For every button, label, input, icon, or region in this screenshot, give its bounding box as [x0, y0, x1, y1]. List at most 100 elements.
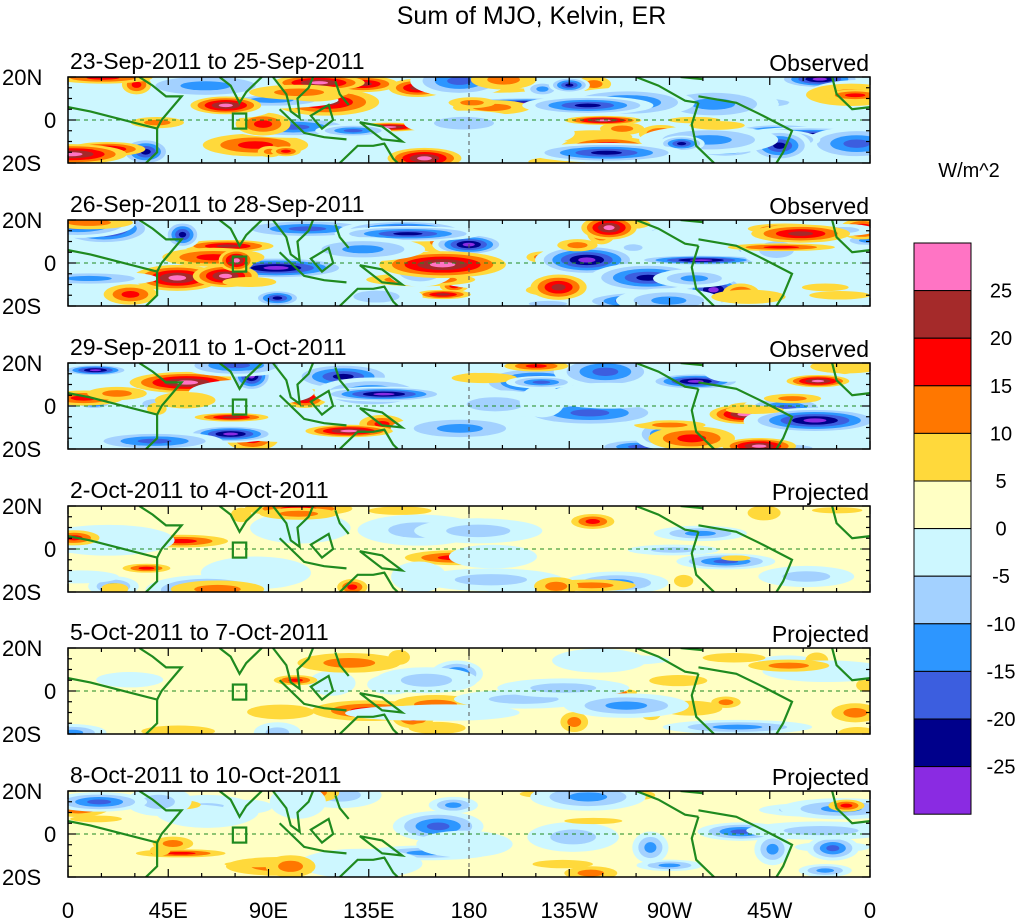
- coastline: [272, 791, 315, 835]
- panel-kind-label: Observed: [769, 193, 869, 219]
- anomaly-contour: [162, 840, 184, 847]
- coastline: [334, 223, 350, 249]
- coastline: [690, 531, 715, 592]
- anomaly-contour: [843, 708, 868, 718]
- anomaly-contour: [708, 287, 719, 293]
- coastline: [339, 285, 399, 306]
- anomaly-contour: [466, 397, 524, 412]
- reference-box: [231, 398, 248, 416]
- anomaly-contour: [102, 390, 132, 397]
- anomaly-contour: [416, 830, 513, 858]
- coastline: [278, 679, 347, 712]
- anomaly-contour: [426, 822, 450, 831]
- lat-tick-label: 20N: [2, 779, 42, 804]
- colorbar-tick-label: -20: [987, 709, 1016, 731]
- anomaly-contour: [265, 727, 290, 734]
- anomaly-contour: [149, 845, 171, 856]
- lat-tick-label: 20S: [2, 151, 41, 176]
- anomaly-contour: [263, 266, 289, 270]
- coastline: [359, 121, 407, 144]
- coastline: [690, 102, 715, 163]
- coastline: [698, 666, 794, 734]
- colorbar-swatch: [913, 432, 972, 482]
- chart-title: Sum of MJO, Kelvin, ER: [396, 2, 667, 30]
- colorbar-tick-label: -10: [987, 614, 1016, 636]
- anomaly-contour: [569, 582, 614, 589]
- anomaly-contour: [528, 300, 568, 306]
- panel-kind-label: Observed: [769, 336, 869, 362]
- anomaly-contour: [101, 583, 129, 592]
- anomaly-contour: [436, 424, 483, 433]
- anomaly-contour: [676, 142, 687, 146]
- coastline: [831, 506, 870, 540]
- anomaly-contour: [232, 258, 240, 263]
- anomaly-contour: [565, 83, 574, 87]
- anomaly-contour: [773, 142, 786, 149]
- coastline: [339, 856, 399, 877]
- anomaly-contour: [68, 275, 112, 282]
- anomaly-contour: [87, 799, 112, 805]
- anomaly-contour: [585, 518, 600, 524]
- lat-tick-label: 0: [44, 822, 56, 847]
- anomaly-contour: [417, 156, 432, 161]
- anomaly-contour: [721, 555, 751, 561]
- lon-tick-label: 135W: [541, 898, 599, 923]
- colorbar-swatch: [913, 242, 972, 292]
- anomaly-contour: [216, 244, 240, 248]
- anomaly-contour: [343, 129, 363, 133]
- anomaly-contour: [856, 678, 870, 692]
- coastline: [698, 524, 794, 592]
- anomaly-contour: [342, 245, 384, 254]
- coastline: [68, 106, 159, 163]
- anomaly-contour: [68, 152, 83, 157]
- lat-tick-label: 20S: [2, 294, 41, 319]
- anomaly-contour: [434, 116, 494, 130]
- panel-date-range: 26-Sep-2011 to 28-Sep-2011: [70, 191, 365, 217]
- anomaly-contour: [840, 803, 853, 808]
- coastline: [698, 809, 794, 877]
- lat-tick-label: 0: [44, 679, 56, 704]
- anomaly-contour: [718, 699, 734, 706]
- anomaly-contour: [783, 825, 859, 836]
- colorbar-tick-label: 20: [990, 328, 1012, 350]
- coastline: [334, 80, 350, 106]
- anomaly-contour: [651, 422, 688, 428]
- anomaly-contour: [89, 369, 102, 372]
- anomaly-contour: [811, 507, 863, 514]
- lon-tick-label: 180: [451, 898, 488, 923]
- lat-tick-label: 20N: [2, 494, 42, 519]
- colorbar-tick-label: 10: [990, 423, 1012, 445]
- coastline: [138, 77, 184, 130]
- reference-box: [231, 112, 248, 130]
- anomaly-contour: [222, 416, 241, 419]
- anomaly-contour: [222, 276, 277, 287]
- coastline: [831, 648, 870, 682]
- coastline: [138, 363, 184, 416]
- anomaly-contour: [180, 81, 231, 91]
- anomaly-contour: [165, 851, 196, 855]
- coastline: [278, 251, 347, 284]
- lon-tick-label: 0: [864, 898, 876, 923]
- anomaly-contour: [68, 570, 119, 584]
- anomaly-contour: [218, 103, 233, 108]
- coastline: [278, 537, 347, 570]
- coastline: [278, 108, 347, 141]
- anomaly-contour: [592, 367, 619, 376]
- coastline: [339, 571, 399, 592]
- anomaly-contour: [487, 77, 520, 85]
- lon-tick-label: 45E: [149, 898, 188, 923]
- coastline: [690, 673, 715, 734]
- lon-tick-label: 45W: [747, 898, 792, 923]
- coastline: [334, 509, 350, 535]
- anomaly-contour: [340, 429, 358, 433]
- colorbar-tick-label: 25: [990, 281, 1012, 303]
- anomaly-contour: [838, 727, 870, 734]
- coastline: [218, 77, 263, 106]
- anomaly-contour: [168, 275, 187, 281]
- anomaly-contour: [68, 220, 112, 226]
- reference-box: [231, 541, 248, 559]
- anomaly-contour: [550, 829, 596, 845]
- anomaly-contour: [651, 296, 687, 305]
